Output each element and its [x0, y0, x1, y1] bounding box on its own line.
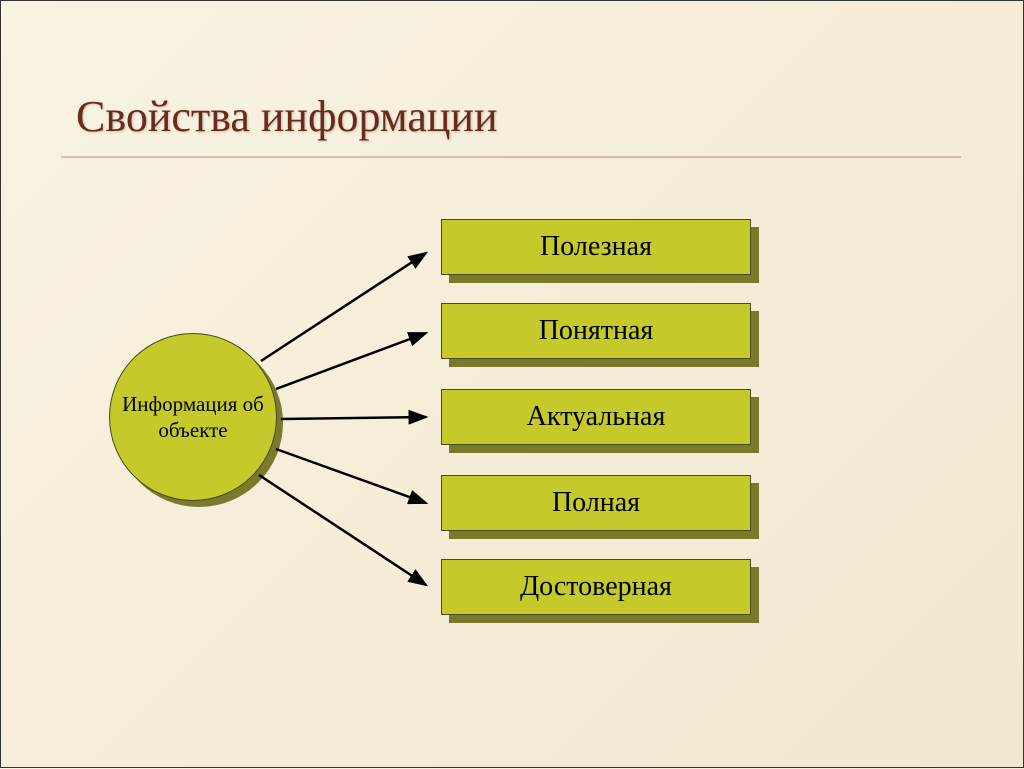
- slide-title: Свойства информации: [76, 91, 498, 142]
- arrow: [281, 417, 426, 419]
- source-circle: Информация об объекте: [109, 333, 277, 501]
- arrow: [259, 475, 426, 585]
- arrow: [276, 333, 426, 389]
- arrow: [276, 449, 426, 503]
- property-label: Полная: [552, 487, 640, 519]
- property-label: Полезная: [540, 231, 652, 263]
- property-box: Полезная: [441, 219, 751, 275]
- arrow: [261, 253, 426, 361]
- property-label: Актуальная: [527, 401, 666, 433]
- property-box: Понятная: [441, 303, 751, 359]
- title-underline: [61, 156, 961, 158]
- property-box: Полная: [441, 475, 751, 531]
- property-box: Достоверная: [441, 559, 751, 615]
- property-label: Достоверная: [520, 571, 672, 603]
- circle-label: Информация об объекте: [110, 391, 276, 444]
- property-label: Понятная: [539, 315, 654, 347]
- property-box: Актуальная: [441, 389, 751, 445]
